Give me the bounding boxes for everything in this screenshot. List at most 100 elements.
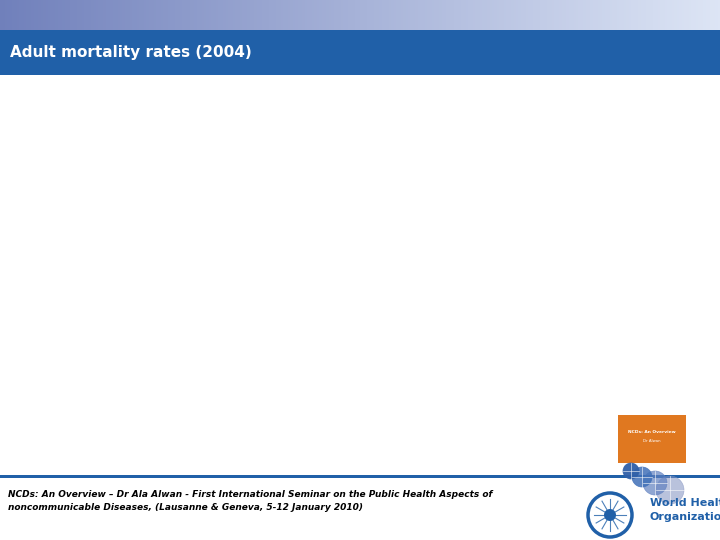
Bar	[252, 0, 255, 30]
Bar	[552, 0, 555, 30]
Bar	[101, 0, 104, 30]
Bar	[588, 0, 591, 30]
Bar	[549, 0, 552, 30]
Bar	[703, 0, 706, 30]
Bar	[77, 0, 80, 30]
Bar	[403, 0, 406, 30]
Bar	[151, 0, 154, 30]
Bar	[264, 0, 267, 30]
Bar	[509, 0, 512, 30]
Bar	[531, 0, 534, 30]
Bar	[444, 0, 447, 30]
Bar	[43, 0, 46, 30]
Bar	[672, 0, 675, 30]
Bar	[686, 0, 689, 30]
Bar	[209, 0, 212, 30]
Bar	[682, 0, 685, 30]
Bar	[322, 0, 325, 30]
Bar	[634, 0, 636, 30]
Bar	[72, 0, 75, 30]
Bar	[516, 0, 519, 30]
Bar	[646, 0, 649, 30]
Bar	[684, 0, 687, 30]
Bar	[194, 0, 197, 30]
Bar	[110, 0, 113, 30]
Bar	[449, 0, 451, 30]
Bar	[605, 0, 608, 30]
Bar	[333, 0, 336, 30]
Bar	[74, 0, 77, 30]
Bar	[653, 0, 656, 30]
Bar	[139, 0, 142, 30]
Bar	[266, 0, 269, 30]
Bar	[293, 0, 296, 30]
Bar	[55, 0, 58, 30]
Bar	[382, 0, 384, 30]
Bar	[250, 0, 253, 30]
Bar	[233, 0, 235, 30]
Bar	[456, 0, 459, 30]
Bar	[50, 0, 53, 30]
Bar	[67, 0, 70, 30]
Bar	[108, 0, 111, 30]
Bar	[307, 0, 310, 30]
Bar	[156, 0, 159, 30]
Text: NCDs: An Overview: NCDs: An Overview	[628, 430, 676, 434]
Bar	[153, 0, 156, 30]
Bar	[677, 0, 680, 30]
Bar	[612, 0, 615, 30]
Bar	[189, 0, 192, 30]
Bar	[427, 0, 430, 30]
Bar	[679, 0, 682, 30]
Bar	[218, 0, 221, 30]
Bar	[65, 0, 68, 30]
Bar	[574, 0, 577, 30]
Bar	[182, 0, 185, 30]
Bar	[617, 0, 620, 30]
Bar	[451, 0, 454, 30]
Bar	[473, 0, 476, 30]
Bar	[324, 0, 327, 30]
Bar	[279, 0, 282, 30]
Bar	[0, 0, 3, 30]
Bar	[70, 0, 73, 30]
Bar	[94, 0, 96, 30]
Bar	[629, 0, 631, 30]
Bar	[631, 0, 634, 30]
Bar	[135, 0, 138, 30]
Text: Adult mortality rates (2004): Adult mortality rates (2004)	[10, 45, 252, 60]
Bar	[360, 0, 363, 30]
Bar	[326, 0, 329, 30]
Bar	[641, 0, 644, 30]
Bar	[63, 0, 66, 30]
Bar	[142, 0, 145, 30]
Circle shape	[656, 476, 684, 504]
Bar	[504, 0, 507, 30]
Bar	[137, 0, 140, 30]
Bar	[384, 0, 387, 30]
Bar	[418, 0, 420, 30]
Bar	[245, 0, 248, 30]
Bar	[624, 0, 627, 30]
Bar	[569, 0, 572, 30]
Bar	[319, 0, 322, 30]
Bar	[81, 0, 84, 30]
Bar	[254, 0, 257, 30]
Bar	[593, 0, 595, 30]
Bar	[259, 0, 262, 30]
Bar	[665, 0, 667, 30]
Bar	[149, 0, 152, 30]
Bar	[144, 0, 147, 30]
Bar	[166, 0, 168, 30]
Bar	[53, 0, 55, 30]
Text: NCDs: An Overview – Dr Ala Alwan - First International Seminar on the Public Hea: NCDs: An Overview – Dr Ala Alwan - First…	[8, 490, 492, 511]
Bar	[542, 0, 545, 30]
Bar	[358, 0, 361, 30]
Bar	[300, 0, 303, 30]
Bar	[420, 0, 423, 30]
Bar	[461, 0, 464, 30]
Bar	[394, 0, 397, 30]
Bar	[576, 0, 579, 30]
Bar	[564, 0, 567, 30]
Bar	[276, 0, 279, 30]
